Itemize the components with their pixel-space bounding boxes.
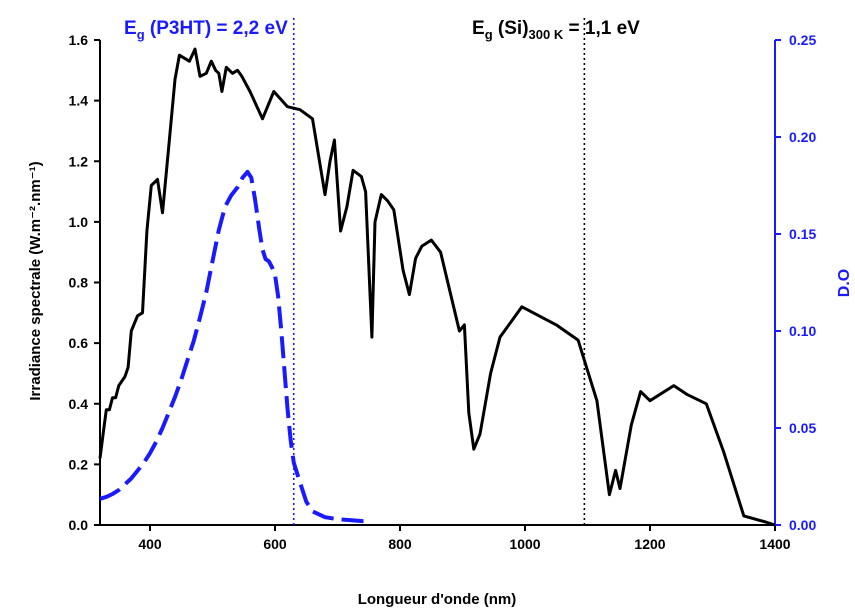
y-right-tick-label: 0.25: [789, 32, 816, 48]
series-layer: [98, 47, 776, 527]
y-right-tick-label: 0.20: [789, 129, 816, 145]
y-right-tick-label: 0.00: [789, 517, 816, 533]
y-right-tick-label: 0.15: [789, 226, 816, 242]
y-left-tick-label: 0.2: [69, 456, 89, 472]
x-tick-label: 800: [388, 536, 412, 552]
y-left-tick-label: 1.0: [69, 214, 89, 230]
y-axis-title-right: D.O: [836, 269, 853, 297]
axes: 400 600 800 1000 1200 1400 0.0 0.2 0.4 0.6 0.8 1.0 1…: [69, 32, 817, 552]
x-tick-label: 1400: [759, 536, 790, 552]
x-tick-label: 1200: [634, 536, 665, 552]
bandgap-lines: [292, 18, 586, 525]
y-right-tick-label: 0.05: [789, 420, 816, 436]
y-axis-title-left: Irradiance spectrale (W.m⁻².nm⁻¹): [27, 161, 44, 400]
bandgap-label: Eg (P3HT) = 2,2 eV: [124, 18, 288, 42]
y-left-tick-label: 1.2: [69, 153, 89, 169]
y-left-tick-label: 0.4: [69, 396, 89, 412]
y-left-tick-label: 1.6: [69, 32, 89, 48]
x-tick-label: 400: [138, 536, 162, 552]
y-left-tick-label: 1.4: [69, 93, 89, 109]
annotations: Eg (P3HT) = 2,2 eV Eg (Si)300 K = 1,1 eV: [124, 18, 640, 42]
bandgap-label: Eg (Si)300 K = 1,1 eV: [472, 18, 640, 42]
x-axis-title: Longueur d'onde (nm): [358, 591, 517, 608]
y-right-tick-label: 0.10: [789, 323, 816, 339]
y-left-tick-label: 0.0: [69, 517, 89, 533]
x-tick-label: 600: [263, 536, 287, 552]
irradiance-series: [98, 47, 776, 527]
y-left-tick-label: 0.6: [69, 335, 89, 351]
absorbance-series: [99, 169, 369, 524]
y-left-tick-label: 0.8: [69, 275, 89, 291]
x-tick-label: 1000: [509, 536, 540, 552]
